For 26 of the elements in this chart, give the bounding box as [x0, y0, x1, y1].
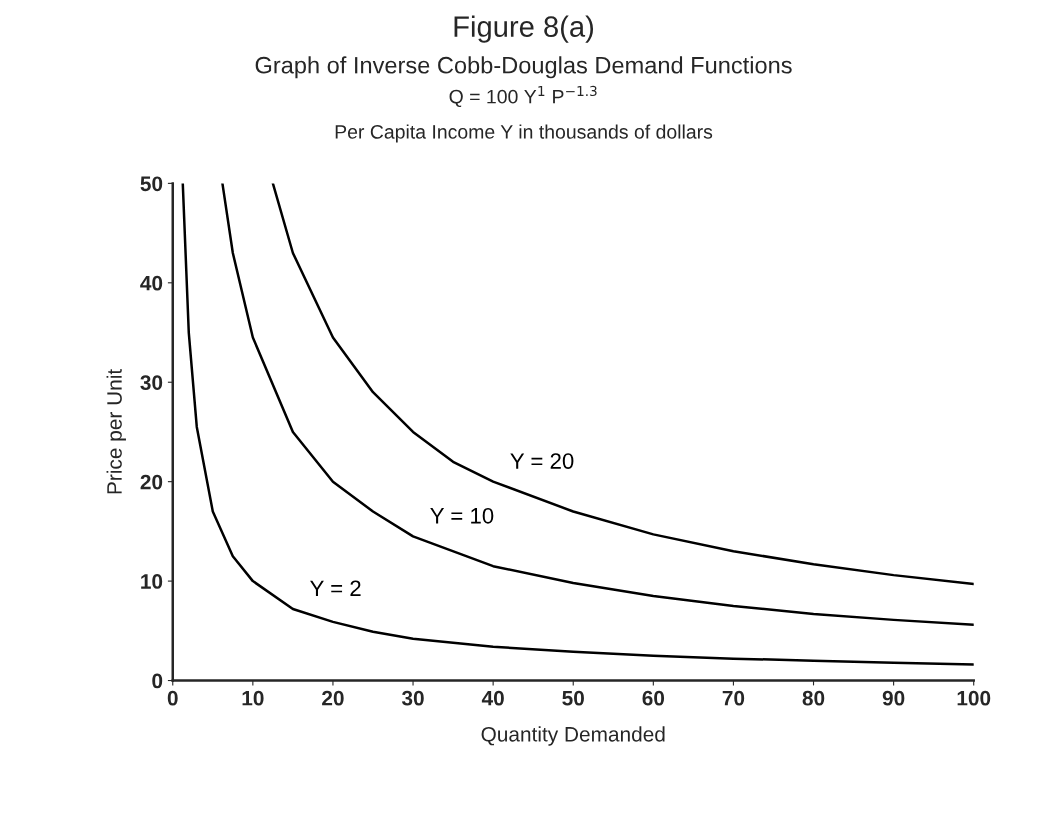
x-tick-label: 100: [957, 690, 991, 706]
x-tick-label: 0: [167, 690, 178, 706]
x-tick-label: 70: [722, 690, 745, 706]
y-tick-label: 10: [141, 574, 163, 589]
y-tick-label: 40: [140, 275, 163, 291]
x-tick-label: 50: [562, 690, 584, 706]
series-label: Y = 20: [510, 453, 574, 469]
x-tick-label: 60: [642, 690, 665, 706]
x-axis-title: Quantity Demanded: [481, 726, 665, 746]
y-tick-label: 0: [152, 673, 163, 689]
x-tick-label: 30: [401, 690, 424, 706]
text: Per Capita Income Y in thousands of dollars: [335, 124, 713, 143]
y-tick-label: 20: [140, 474, 163, 490]
chart-subtitle: Graph of Inverse Cobb-Douglas Demand Functions: [255, 56, 792, 79]
series-label: Y = 10: [430, 507, 494, 524]
y-tick-label: 50: [140, 176, 163, 192]
y-axis-title: Price per Unit: [106, 369, 126, 494]
x-tick-label: 40: [481, 690, 504, 706]
y-tick-label: 30: [140, 375, 163, 391]
chart-title: Figure 8(a): [454, 15, 594, 43]
x-tick-label: 80: [802, 690, 825, 706]
x-tick-label: 90: [882, 690, 905, 706]
x-tick-label: 10: [242, 690, 264, 706]
series-label: Y = 2: [310, 580, 361, 596]
x-tick-label: 20: [322, 690, 344, 706]
text: Q = 100 Y$^{1}$ P$^{−1.3}$: [449, 85, 597, 108]
